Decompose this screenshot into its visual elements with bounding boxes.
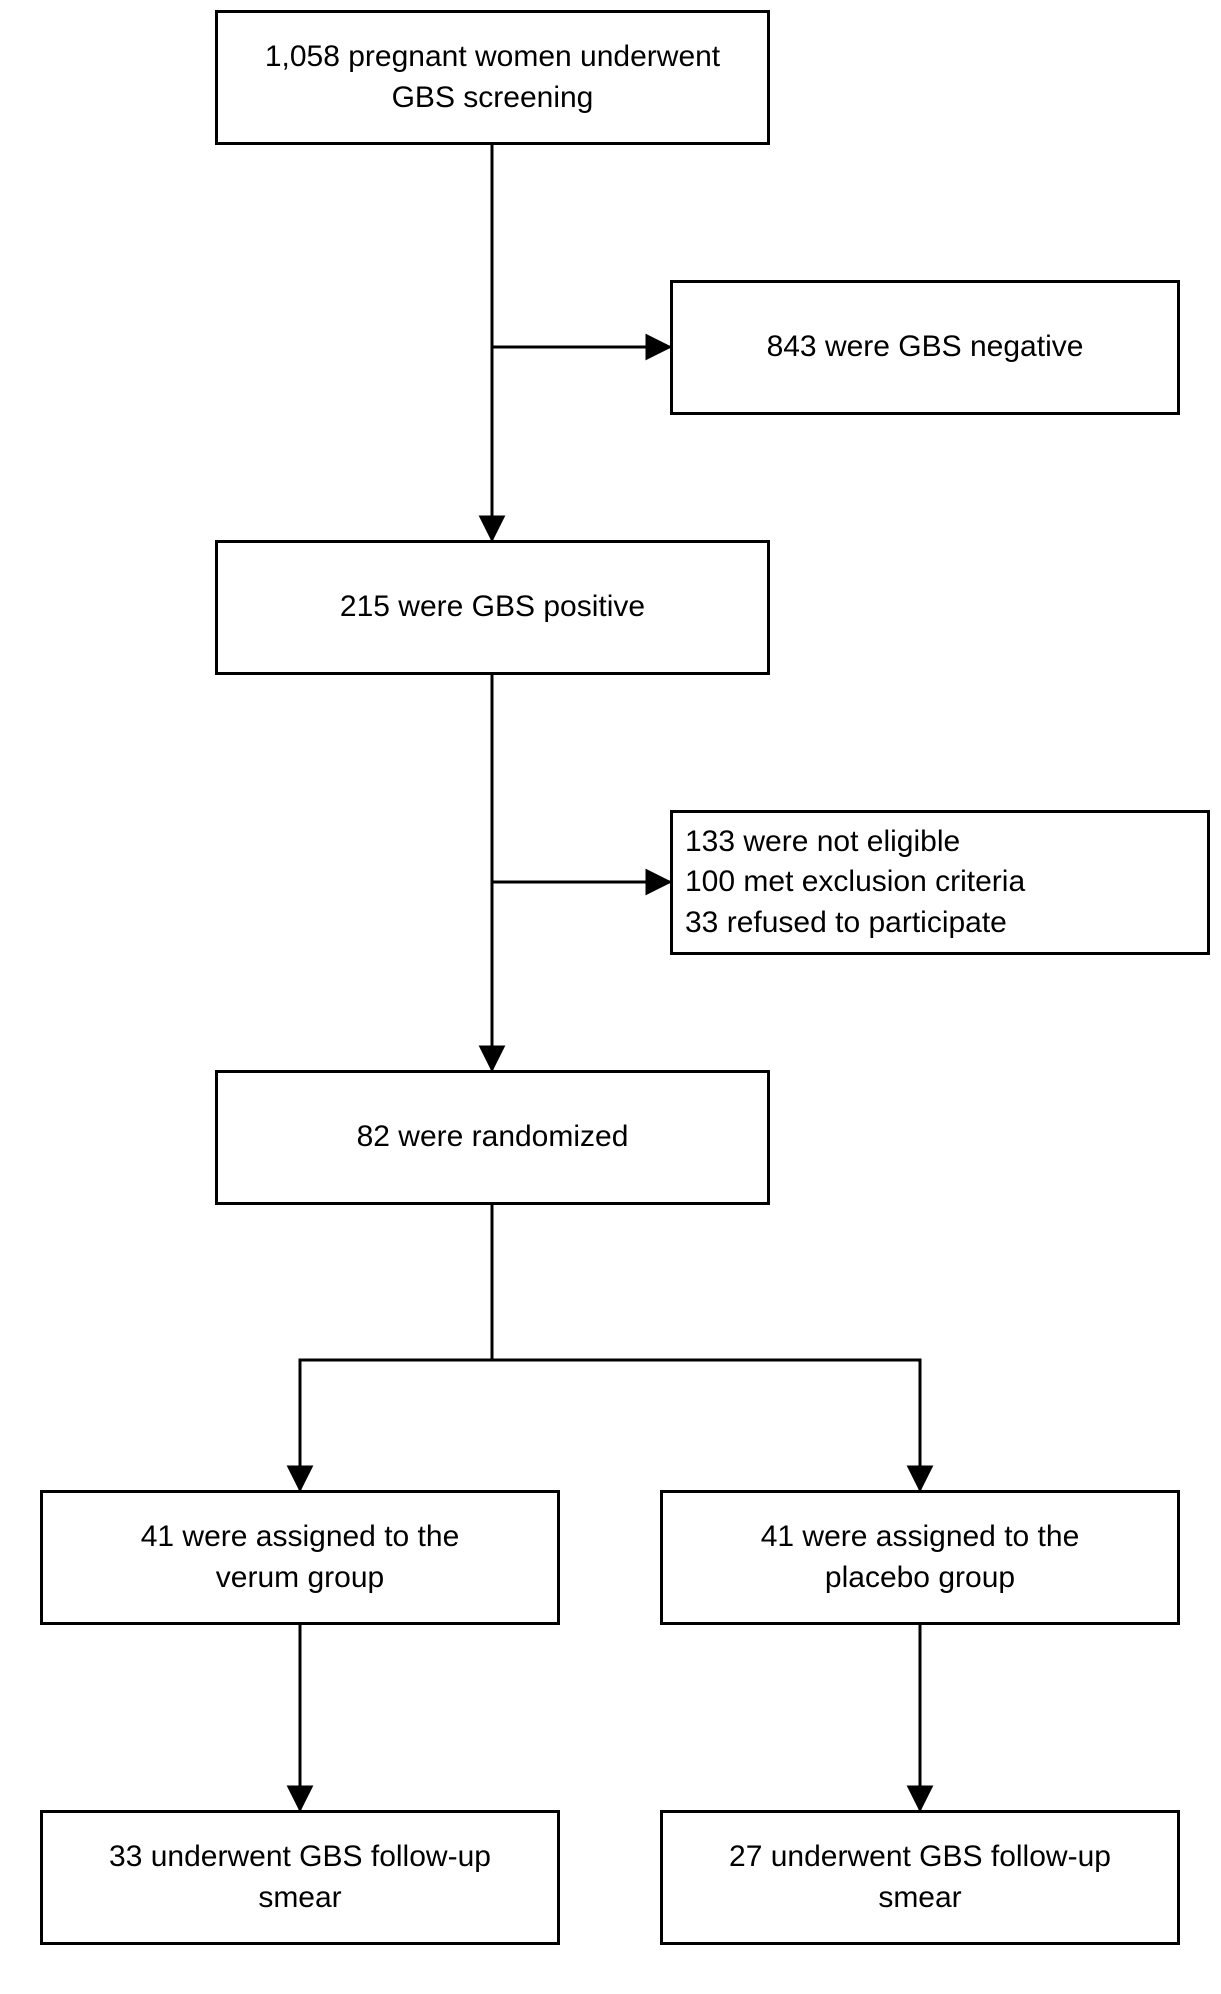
node-label-verum_fu: 33 underwent GBS follow-up smear [109,1837,491,1918]
node-verum_fu: 33 underwent GBS follow-up smear [40,1810,560,1945]
node-randomized: 82 were randomized [215,1070,770,1205]
edge-split-to-placebo [492,1360,920,1490]
node-label-placebo: 41 were assigned to the placebo group [761,1517,1080,1598]
node-label-placebo_fu: 27 underwent GBS follow-up smear [729,1837,1111,1918]
node-screening: 1,058 pregnant women underwent GBS scree… [215,10,770,145]
node-gbs_pos: 215 were GBS positive [215,540,770,675]
node-placebo: 41 were assigned to the placebo group [660,1490,1180,1625]
node-label-gbs_pos: 215 were GBS positive [340,587,645,628]
node-not_elig: 133 were not eligible 100 met exclusion … [670,810,1210,955]
edge-split-to-verum [300,1360,492,1490]
node-label-gbs_neg: 843 were GBS negative [767,327,1084,368]
flowchart-canvas: 1,058 pregnant women underwent GBS scree… [0,0,1221,1994]
node-verum: 41 were assigned to the verum group [40,1490,560,1625]
node-label-not_elig: 133 were not eligible 100 met exclusion … [685,822,1025,944]
node-placebo_fu: 27 underwent GBS follow-up smear [660,1810,1180,1945]
node-label-screening: 1,058 pregnant women underwent GBS scree… [265,37,720,118]
node-label-verum: 41 were assigned to the verum group [141,1517,460,1598]
node-gbs_neg: 843 were GBS negative [670,280,1180,415]
node-label-randomized: 82 were randomized [357,1117,629,1158]
